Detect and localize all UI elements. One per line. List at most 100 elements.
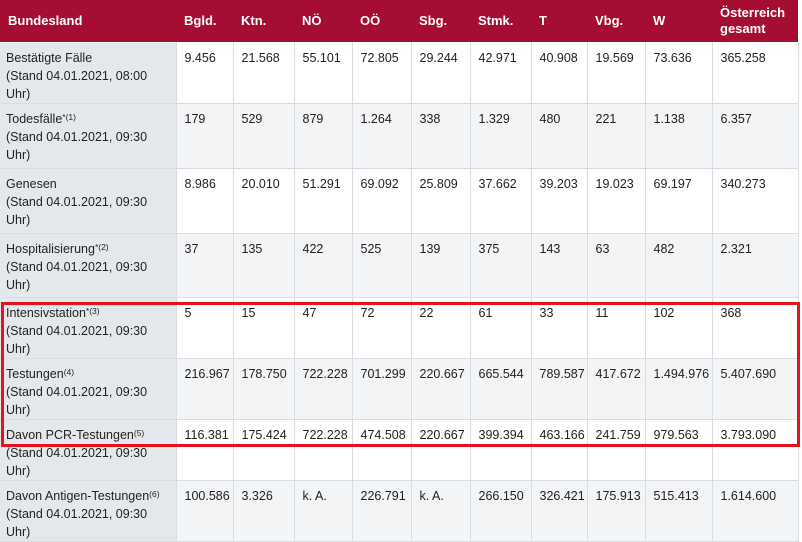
value-cell-w: 73.636: [645, 42, 713, 104]
value-cell-w: 1.494.976: [645, 358, 713, 420]
value-cell-oesterreich-gesamt: 365.258: [712, 42, 799, 104]
value-cell-t: 326.421: [531, 480, 588, 542]
footnote-marker: (4): [63, 367, 75, 377]
value-cell-stmk: 37.662: [470, 168, 532, 234]
header-sbg: Sbg.: [411, 0, 470, 43]
value-cell-ooe: 474.508: [352, 419, 412, 481]
value-cell-oesterreich-gesamt: 340.273: [712, 168, 799, 234]
value-cell-t: 33: [531, 297, 588, 359]
header-bgld: Bgld.: [176, 0, 233, 43]
value-cell-noe: 51.291: [294, 168, 353, 234]
value-cell-bgld: 37: [176, 233, 234, 298]
value-cell-noe: 55.101: [294, 42, 353, 104]
table-row-hospitalisierung: Hospitalisierung*(2) (Stand 04.01.2021, 0…: [0, 233, 799, 298]
value-cell-sbg: 22: [411, 297, 471, 359]
value-cell-bgld: 5: [176, 297, 234, 359]
value-cell-ktn: 135: [233, 233, 295, 298]
value-cell-vbg: 417.672: [587, 358, 646, 420]
value-cell-w: 102: [645, 297, 713, 359]
value-cell-vbg: 63: [587, 233, 646, 298]
value-cell-ktn: 178.750: [233, 358, 295, 420]
row-label-cell: Genesen (Stand 04.01.2021, 09:30 Uhr): [0, 168, 177, 234]
value-cell-bgld: 8.986: [176, 168, 234, 234]
value-cell-ktn: 21.568: [233, 42, 295, 104]
value-cell-oesterreich-gesamt: 2.321: [712, 233, 799, 298]
value-cell-bgld: 100.586: [176, 480, 234, 542]
value-cell-ooe: 69.092: [352, 168, 412, 234]
value-cell-sbg: 29.244: [411, 42, 471, 104]
row-label-cell: Davon Antigen-Testungen(6) (Stand 04.01.2…: [0, 480, 177, 542]
row-label: Testungen: [6, 367, 64, 381]
row-label-cell: Todesfälle*(1) (Stand 04.01.2021, 09:30 U…: [0, 103, 177, 169]
row-label-cell: Bestätigte Fälle (Stand 04.01.2021, 08:00…: [0, 42, 177, 104]
value-cell-sbg: 220.667: [411, 358, 471, 420]
value-cell-sbg: 139: [411, 233, 471, 298]
table-row-testungen: Testungen(4) (Stand 04.01.2021, 09:30 Uhr…: [0, 358, 799, 420]
value-cell-ooe: 1.264: [352, 103, 412, 169]
header-noe: NÖ: [294, 0, 352, 43]
row-label: Genesen: [6, 177, 57, 191]
row-label: Intensivstation: [6, 306, 86, 320]
value-cell-stmk: 42.971: [470, 42, 532, 104]
value-cell-t: 143: [531, 233, 588, 298]
value-cell-t: 39.203: [531, 168, 588, 234]
value-cell-ooe: 72: [352, 297, 412, 359]
value-cell-ooe: 226.791: [352, 480, 412, 542]
header-total-line2: gesamt: [720, 21, 766, 36]
value-cell-bgld: 9.456: [176, 42, 234, 104]
header-ktn: Ktn.: [233, 0, 294, 43]
value-cell-sbg: k. A.: [411, 480, 471, 542]
value-cell-w: 515.413: [645, 480, 713, 542]
header-t: T: [531, 0, 587, 43]
table-row-bestaetigte-faelle: Bestätigte Fälle (Stand 04.01.2021, 08:00…: [0, 42, 799, 104]
value-cell-ooe: 72.805: [352, 42, 412, 104]
value-cell-t: 40.908: [531, 42, 588, 104]
footnote-marker: (6): [149, 489, 160, 499]
value-cell-sbg: 220.667: [411, 419, 471, 481]
value-cell-w: 1.138: [645, 103, 713, 169]
row-label: Davon PCR-Testungen: [6, 428, 134, 442]
row-timestamp: (Stand 04.01.2021, 09:30 Uhr): [6, 130, 148, 162]
row-label-cell: Hospitalisierung*(2) (Stand 04.01.2021, 0…: [0, 233, 177, 298]
row-label: Hospitalisierung: [6, 242, 95, 256]
header-ooe: OÖ: [352, 0, 411, 43]
value-cell-stmk: 375: [470, 233, 532, 298]
value-cell-vbg: 19.023: [587, 168, 646, 234]
value-cell-ktn: 15: [233, 297, 295, 359]
value-cell-w: 979.563: [645, 419, 713, 481]
value-cell-stmk: 1.329: [470, 103, 532, 169]
value-cell-t: 463.166: [531, 419, 588, 481]
footnote-marker: *(3): [85, 306, 100, 316]
footnote-marker: *(2): [94, 242, 109, 252]
value-cell-w: 69.197: [645, 168, 713, 234]
value-cell-noe: 722.228: [294, 358, 353, 420]
row-label: Todesfälle: [6, 112, 63, 126]
value-cell-stmk: 266.150: [470, 480, 532, 542]
value-cell-vbg: 175.913: [587, 480, 646, 542]
row-timestamp: (Stand 04.01.2021, 09:30 Uhr): [6, 385, 148, 417]
value-cell-bgld: 179: [176, 103, 234, 169]
value-cell-ktn: 3.326: [233, 480, 295, 542]
table-row-pcr-testungen: Davon PCR-Testungen(5) (Stand 04.01.2021,…: [0, 419, 799, 481]
row-label: Davon Antigen-Testungen: [6, 489, 150, 503]
row-timestamp: (Stand 04.01.2021, 09:30 Uhr): [6, 446, 148, 478]
table-row-intensivstation: Intensivstation*(3) (Stand 04.01.2021, 09…: [0, 297, 799, 359]
row-timestamp: (Stand 04.01.2021, 09:30 Uhr): [6, 195, 148, 227]
value-cell-vbg: 19.569: [587, 42, 646, 104]
table-body: Bestätigte Fälle (Stand 04.01.2021, 08:00…: [0, 42, 799, 542]
value-cell-noe: k. A.: [294, 480, 353, 542]
value-cell-noe: 879: [294, 103, 353, 169]
header-vbg: Vbg.: [587, 0, 645, 43]
row-timestamp: (Stand 04.01.2021, 08:00 Uhr): [6, 69, 148, 101]
footnote-marker: (5): [133, 428, 145, 438]
value-cell-noe: 422: [294, 233, 353, 298]
value-cell-vbg: 241.759: [587, 419, 646, 481]
value-cell-oesterreich-gesamt: 1.614.600: [712, 480, 799, 542]
value-cell-stmk: 665.544: [470, 358, 532, 420]
value-cell-ktn: 529: [233, 103, 295, 169]
table-row-genesen: Genesen (Stand 04.01.2021, 09:30 Uhr) 8.98…: [0, 168, 799, 234]
header-w: W: [645, 0, 712, 43]
table-header-row: Bundesland Bgld. Ktn. NÖ OÖ Sbg. Stmk. T…: [0, 0, 798, 43]
row-timestamp: (Stand 04.01.2021, 09:30 Uhr): [6, 260, 148, 292]
